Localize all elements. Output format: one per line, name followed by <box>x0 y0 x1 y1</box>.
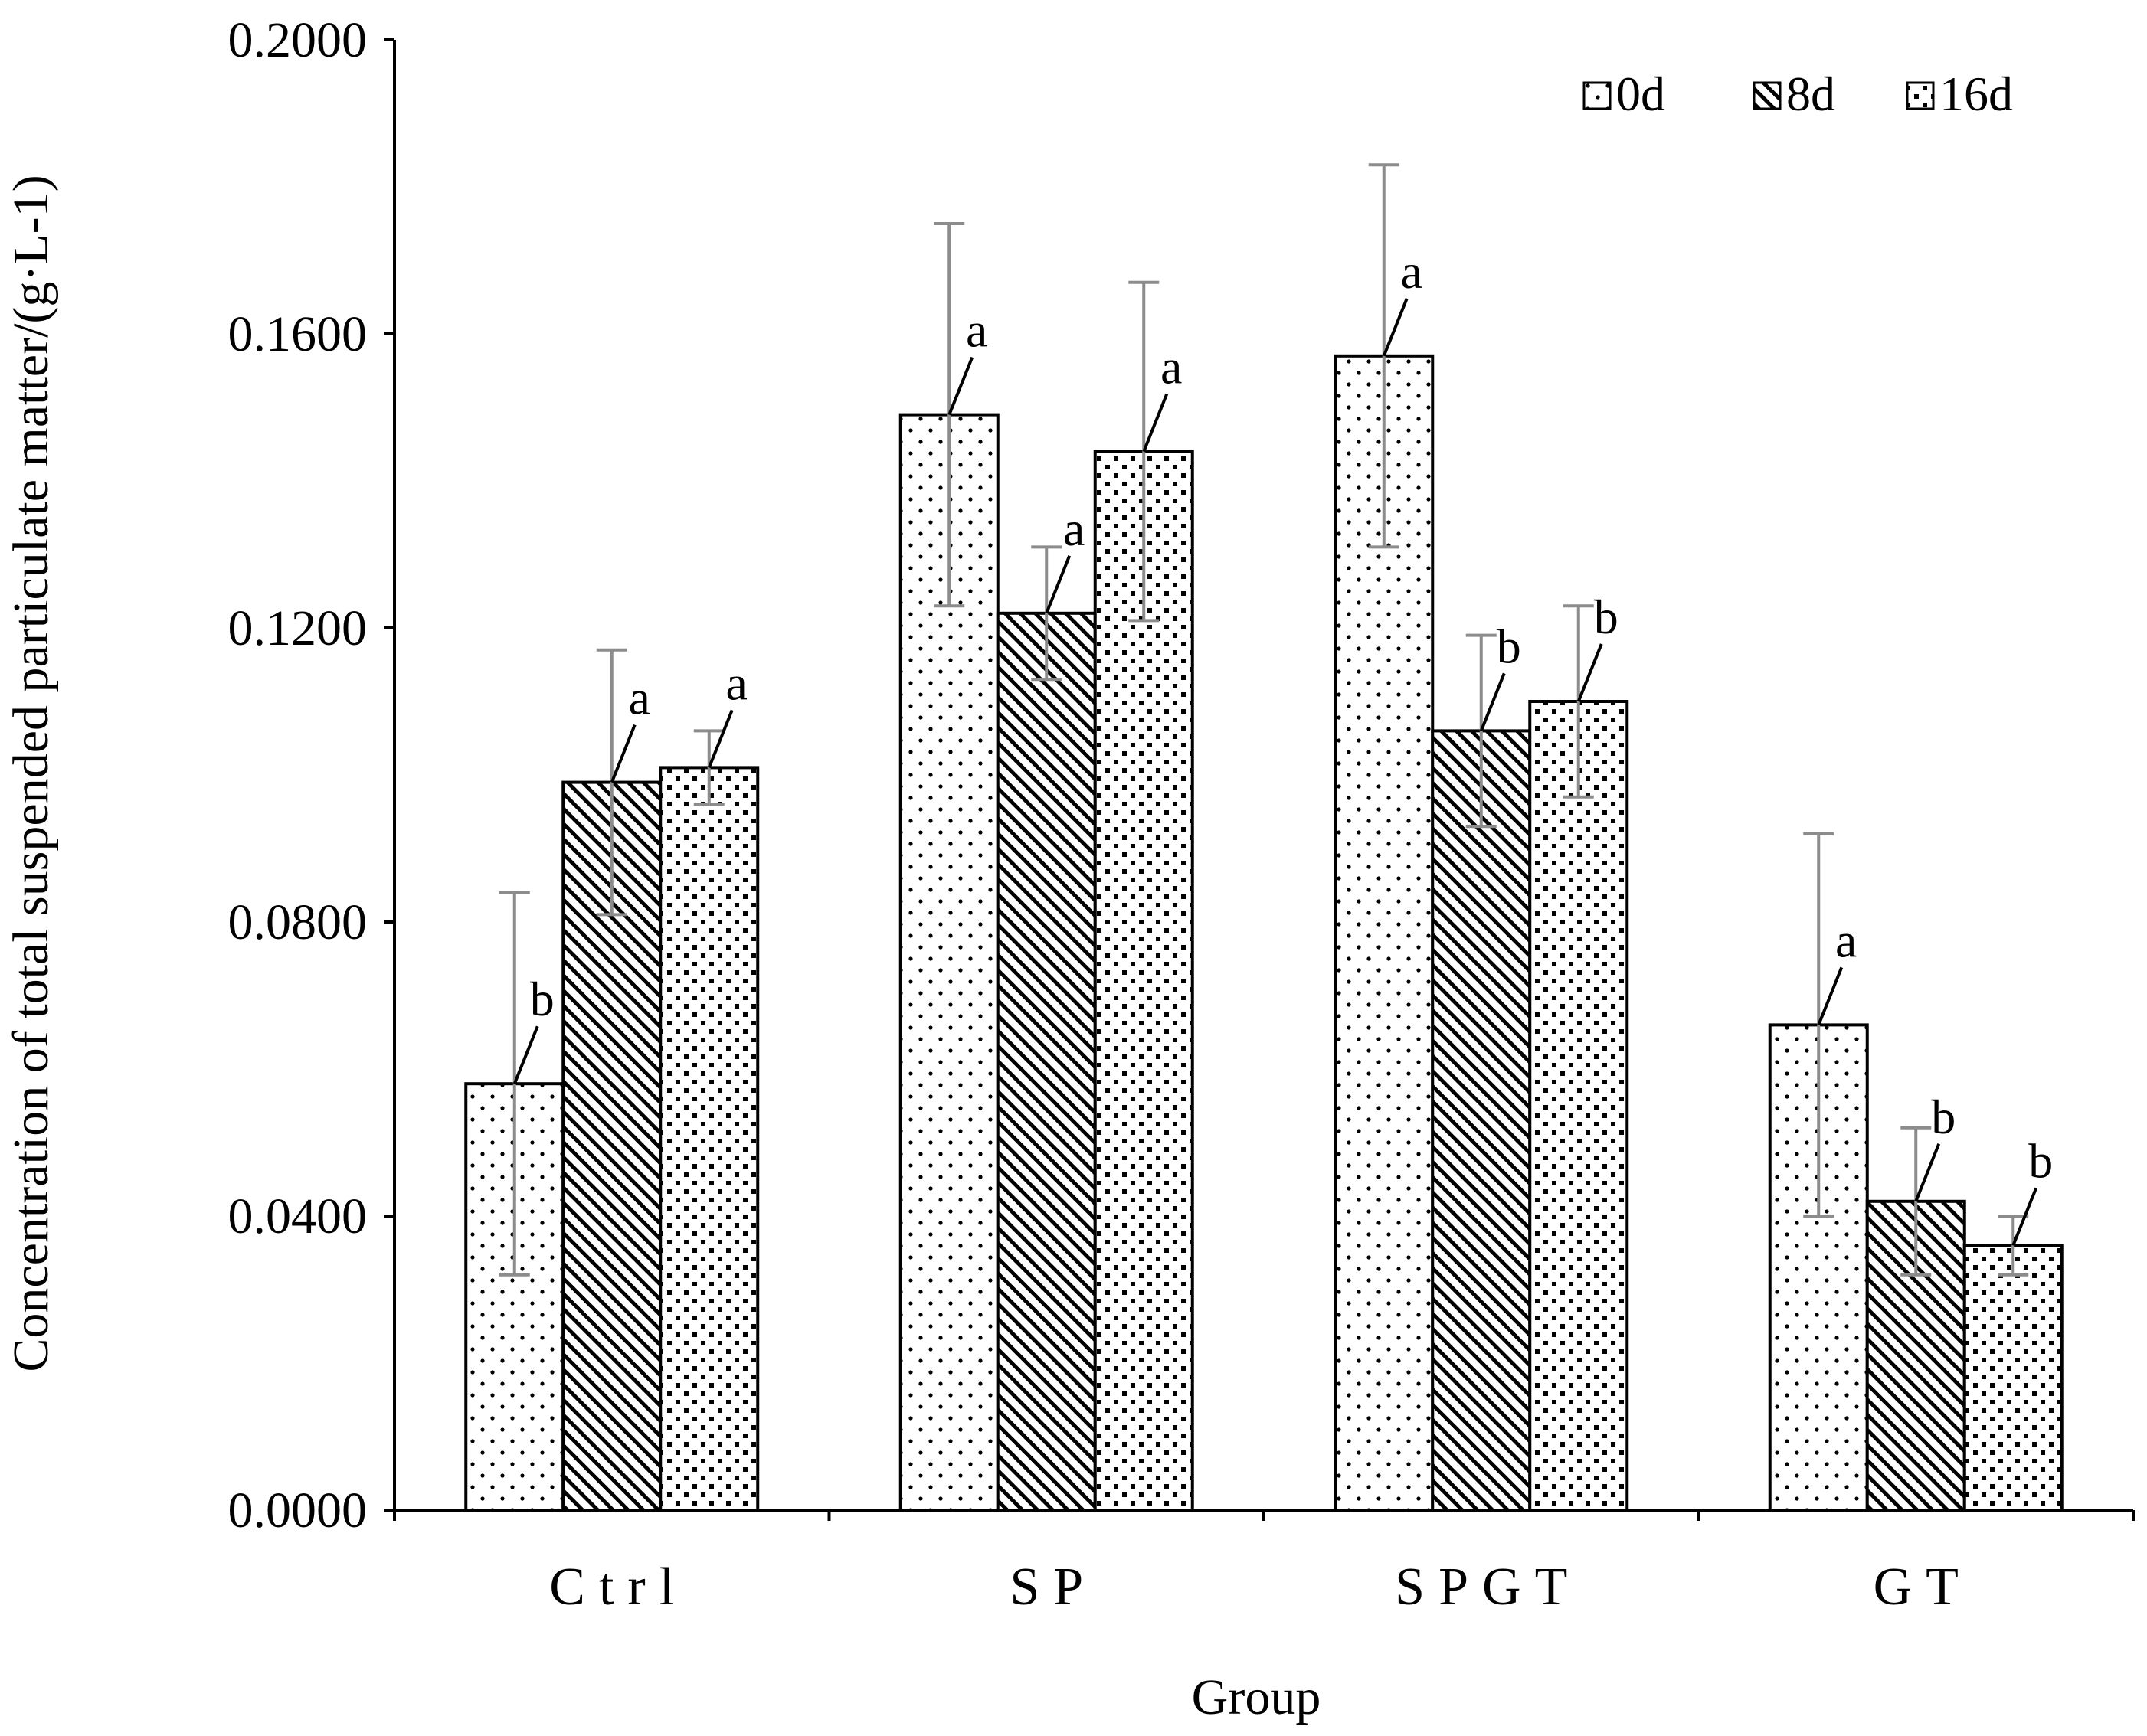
y-tick-label: 0.0000 <box>228 1483 368 1538</box>
x-category-label: Ctrl <box>549 1558 688 1617</box>
significance-leader <box>1576 643 1603 702</box>
significance-label: b <box>530 972 555 1026</box>
legend-label-8d: 8d <box>1786 67 1835 121</box>
bar-ctrl-16d <box>659 766 760 1512</box>
significance-label: a <box>966 303 987 358</box>
significance-label: b <box>2028 1133 2053 1188</box>
plot-area: 0.0000 0.0400 0.0800 0.1200 0.1600 0.2000 Ctr… <box>228 12 2135 1617</box>
bar-gt-16d <box>1962 1244 2064 1512</box>
legend-label-16d: 16d <box>1939 67 2013 121</box>
significance-leader <box>610 724 637 783</box>
y-tick-label: 0.2000 <box>228 12 368 68</box>
bar-gt-8d <box>1865 1199 1966 1512</box>
bar-sp-16d <box>1093 450 1194 1512</box>
significance-leader <box>1479 672 1506 732</box>
significance-leader <box>707 709 734 769</box>
x-axis-ticks: Ctrl SP SPGT GT <box>393 1510 2135 1617</box>
significance-label: a <box>1063 502 1085 556</box>
significance-label: a <box>726 655 748 710</box>
y-tick-label: 0.1600 <box>228 306 368 362</box>
significance-label: b <box>1931 1090 1956 1144</box>
significance-label: b <box>1497 619 1521 673</box>
bar-spgt-16d <box>1528 700 1629 1512</box>
significance-label: a <box>1401 244 1422 299</box>
significance-leader <box>1142 393 1169 453</box>
significance-leader <box>1045 555 1072 614</box>
bar-sp-8d <box>996 611 1097 1512</box>
significance-leader <box>2011 1187 2038 1247</box>
significance-leader <box>1817 966 1844 1026</box>
significance-leader <box>947 356 974 416</box>
bars <box>464 354 2064 1512</box>
legend-swatch-16d <box>1906 81 1935 110</box>
significance-labels: b a a a a a b b a a b b <box>512 244 2053 1247</box>
y-axis-title: Concentration of total suspended particu… <box>3 175 59 1371</box>
y-axis-ticks: 0.0000 0.0400 0.0800 0.1200 0.1600 0.2000 <box>228 12 394 1538</box>
x-category-label: SPGT <box>1395 1558 1581 1617</box>
bar-spgt-8d <box>1431 729 1532 1512</box>
significance-label: a <box>629 671 650 725</box>
significance-leader <box>512 1025 539 1084</box>
significance-leader <box>1382 298 1409 357</box>
y-tick-label: 0.0800 <box>228 894 368 950</box>
significance-label: a <box>1160 340 1182 394</box>
legend-label-0d: 0d <box>1616 67 1665 121</box>
significance-label: b <box>1594 590 1618 644</box>
y-tick-label: 0.0400 <box>228 1188 368 1244</box>
significance-leader <box>1914 1143 1941 1202</box>
x-category-label: GT <box>1874 1558 1972 1617</box>
legend: 0d 8d 16d <box>1582 67 2013 121</box>
legend-swatch-0d <box>1582 81 1612 110</box>
legend-swatch-8d <box>1753 81 1782 110</box>
y-tick-label: 0.1200 <box>228 600 368 656</box>
x-category-label: SP <box>1010 1558 1097 1617</box>
significance-label: a <box>1835 913 1857 967</box>
x-axis-title: Group <box>1192 1669 1321 1725</box>
bar-sp-0d <box>898 413 1000 1512</box>
